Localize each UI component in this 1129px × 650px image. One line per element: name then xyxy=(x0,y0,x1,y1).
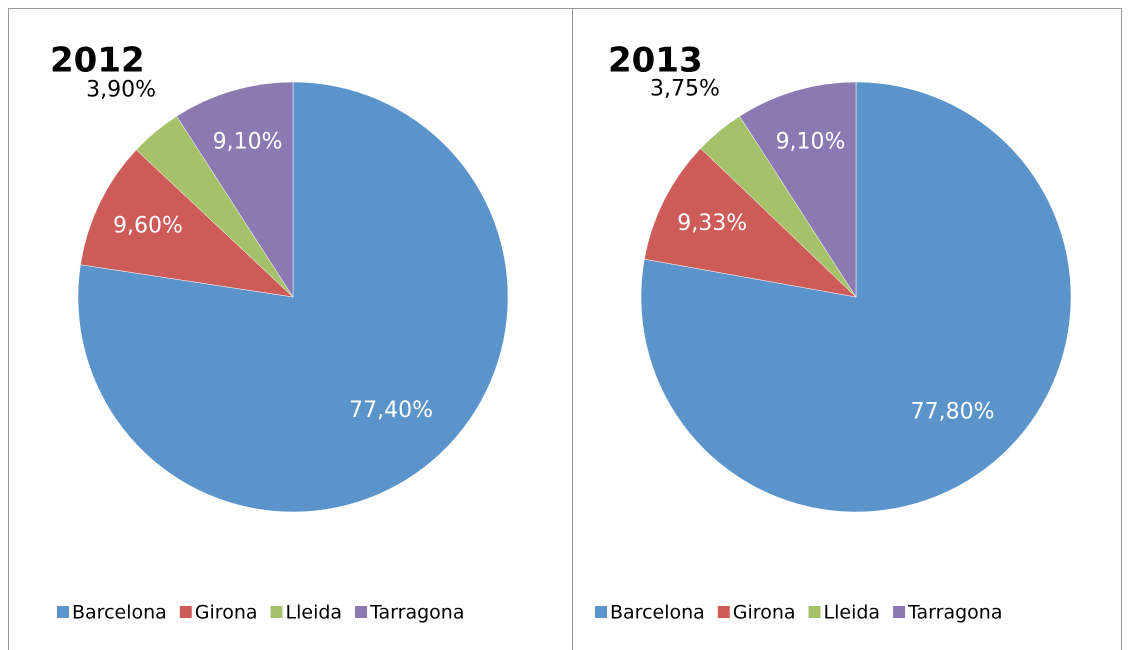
legend-label: Tarragona xyxy=(369,602,464,624)
pie-slice xyxy=(176,81,294,298)
legend-swatch xyxy=(893,606,906,618)
legend-label: Girona xyxy=(195,602,258,624)
data-label: 9,33% xyxy=(677,211,747,236)
legend-swatch xyxy=(595,606,607,618)
data-label: 77,40% xyxy=(349,398,433,423)
pie-slice xyxy=(739,81,857,298)
pie-slice xyxy=(80,149,294,298)
data-label: 9,10% xyxy=(213,129,283,154)
legend-label: Girona xyxy=(733,602,796,624)
legend-label: Lleida xyxy=(824,602,881,624)
data-label: 9,60% xyxy=(113,214,183,239)
legend-swatch xyxy=(179,606,192,618)
data-label: 77,80% xyxy=(911,399,995,424)
data-label: 9,10% xyxy=(776,129,846,154)
legend-swatch xyxy=(355,606,368,618)
legend-label: Lleida xyxy=(286,602,343,624)
legend-swatch xyxy=(808,606,821,618)
legend-label: Tarragona xyxy=(907,602,1002,624)
pie-slice xyxy=(644,148,857,298)
chart-title: 2013 xyxy=(608,41,703,81)
legend-label: Barcelona xyxy=(610,602,705,624)
legend-swatch xyxy=(270,606,283,618)
legend-swatch xyxy=(57,606,69,618)
chart-title: 2012 xyxy=(50,41,145,81)
legend-label: Barcelona xyxy=(72,602,167,624)
legend-swatch xyxy=(717,606,730,618)
data-label: 3,90% xyxy=(86,77,156,102)
data-label: 3,75% xyxy=(650,77,720,102)
